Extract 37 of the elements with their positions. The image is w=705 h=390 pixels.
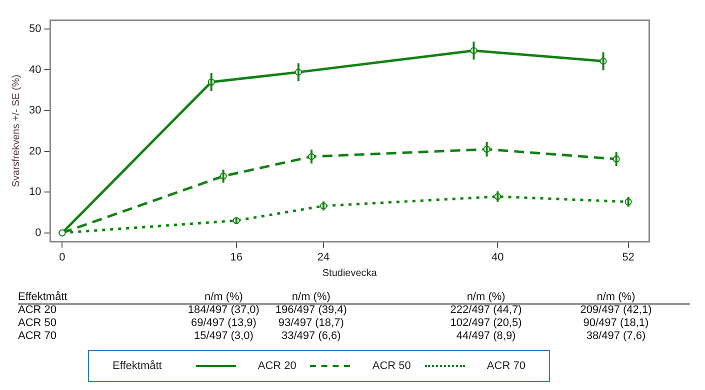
y-tick-label: 20 [28,145,42,158]
text: ACR 20 [18,304,57,316]
y-tick-label: 50 [28,23,42,35]
text: ACR 50 [18,317,57,330]
text: 196/497 (39,4) [275,304,347,316]
text: 44/497 (8,9) [456,330,516,342]
text: 38/497 (7,6) [586,330,646,342]
text: 15/497 (3,0) [194,330,254,342]
text: 209/497 (42,1) [580,304,652,316]
x-tick-label: 40 [492,251,504,264]
text: 33/497 (6,6) [281,330,341,342]
text: n/m (%) [292,291,330,304]
text: n/m (%) [466,291,506,304]
text: 184/497 (37,0) [188,304,260,316]
legend-title: Effektmått [112,360,162,372]
x-tick-label: 24 [317,251,330,264]
x-tick-label: 52 [622,251,634,264]
text: n/m (%) [204,291,243,304]
y-tick-label: 0 [35,226,42,239]
text: Effektmått [18,291,68,304]
y-tick-label: 40 [28,64,42,76]
text: ACR 70 [18,330,57,342]
text: 102/497 (20,5) [450,317,522,330]
legend-label: ACR 20 [258,360,296,372]
y-tick-label: 10 [28,186,42,198]
text: 69/497 (13,9) [190,317,256,330]
y-axis-title: Svarsfrekvens +/- SE (%) [10,74,22,188]
x-tick-label: 16 [230,251,243,264]
x-axis-title: Studievecka [322,268,378,279]
text: 93/497 (18,7) [278,317,344,330]
text: 222/497 (44,7) [450,304,522,316]
x-tick-label: 0 [59,251,66,264]
legend-label: ACR 70 [486,360,526,372]
text: 90/497 (18,1) [583,317,649,330]
y-tick-label: 30 [28,104,42,117]
text: n/m (%) [596,291,636,304]
legend-label: ACR 50 [372,360,411,372]
